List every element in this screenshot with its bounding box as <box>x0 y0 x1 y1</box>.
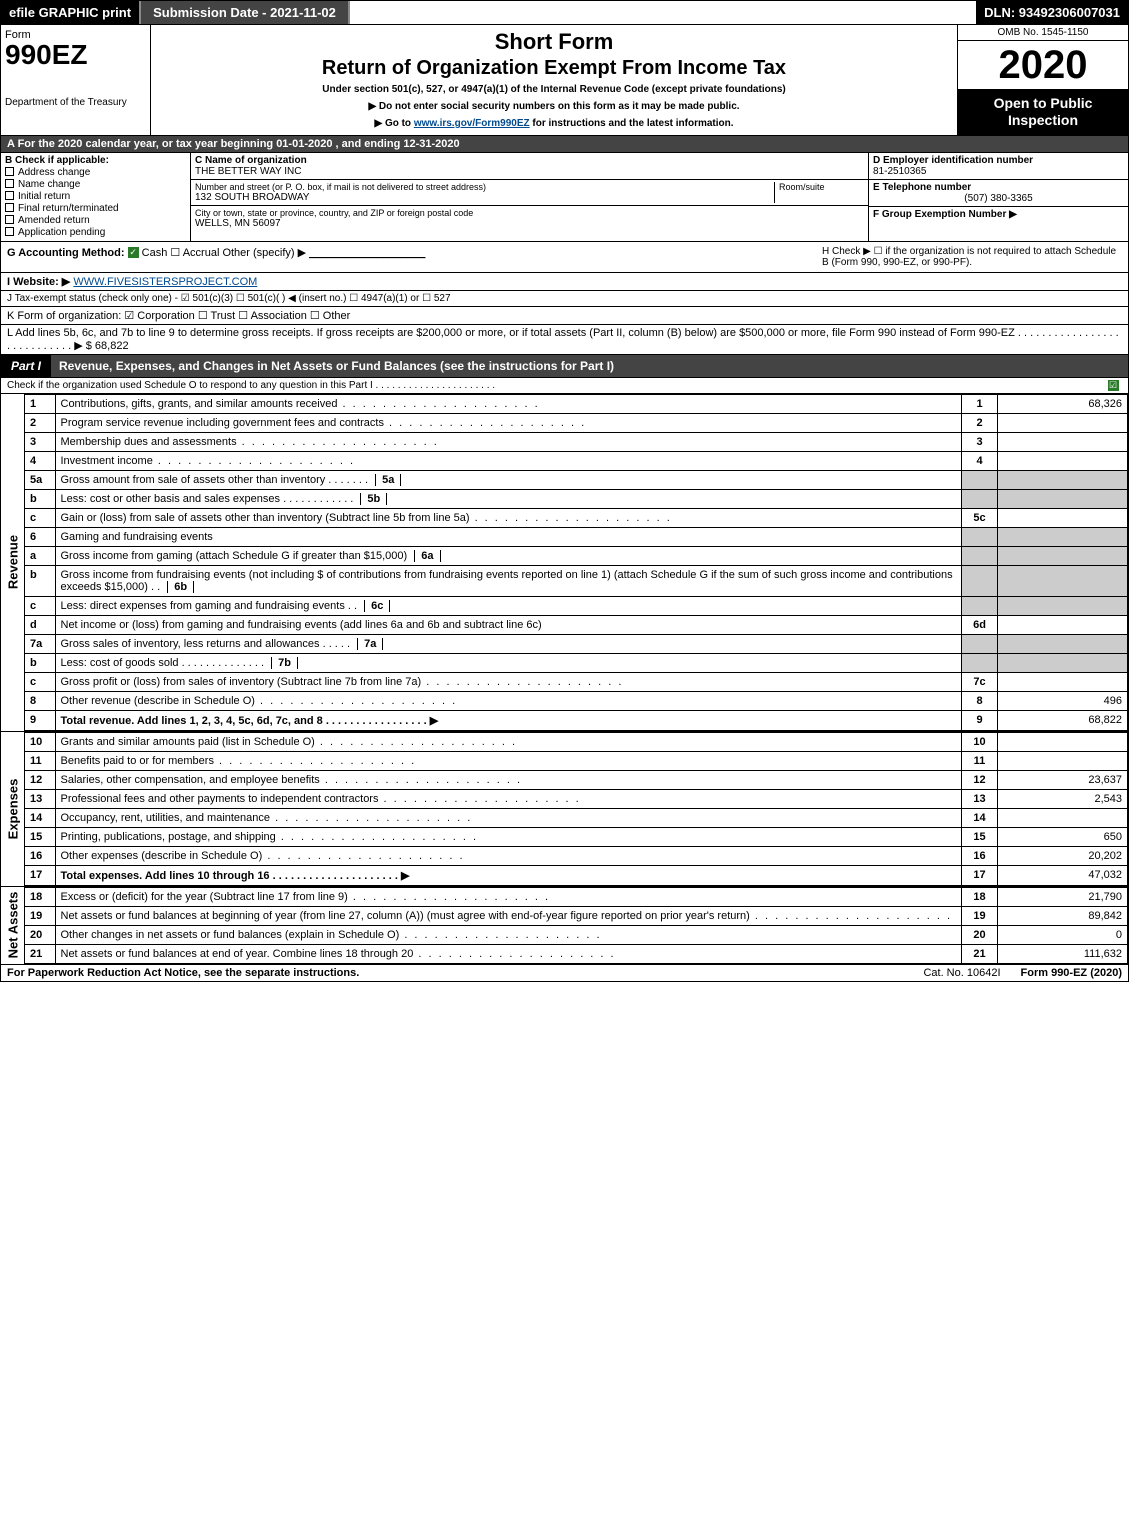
net-assets-label: Net Assets <box>5 892 20 959</box>
line-6: 6Gaming and fundraising events <box>25 527 1128 546</box>
dln-label: DLN: 93492306007031 <box>976 1 1128 24</box>
d-label: D Employer identification number <box>873 155 1124 166</box>
line-3: 3Membership dues and assessments3 <box>25 432 1128 451</box>
line-17: 17Total expenses. Add lines 10 through 1… <box>25 865 1128 885</box>
part1-header: Part I Revenue, Expenses, and Changes in… <box>0 355 1129 378</box>
line-13: 13Professional fees and other payments t… <box>25 789 1128 808</box>
i-row: I Website: ▶ WWW.FIVESISTERSPROJECT.COM <box>0 273 1129 291</box>
chk-name-change[interactable]: Name change <box>5 179 186 190</box>
line-19: 19Net assets or fund balances at beginni… <box>25 906 1128 925</box>
j-row: J Tax-exempt status (check only one) - ☑… <box>0 291 1129 307</box>
website-link[interactable]: WWW.FIVESISTERSPROJECT.COM <box>73 276 257 288</box>
line-18: 18Excess or (deficit) for the year (Subt… <box>25 887 1128 906</box>
l-row: L Add lines 5b, 6c, and 7b to line 9 to … <box>0 325 1129 355</box>
goto-line: ▶ Go to www.irs.gov/Form990EZ for instru… <box>155 118 953 129</box>
g-h-section: G Accounting Method: ✓ Cash ☐ Accrual Ot… <box>0 242 1129 273</box>
org-name: THE BETTER WAY INC <box>195 166 864 177</box>
expenses-label: Expenses <box>5 778 20 839</box>
line-16: 16Other expenses (describe in Schedule O… <box>25 846 1128 865</box>
tax-year-line: A For the 2020 calendar year, or tax yea… <box>0 136 1129 153</box>
open-to-public: Open to Public Inspection <box>958 89 1128 135</box>
expenses-section: Expenses 10Grants and similar amounts pa… <box>0 732 1129 887</box>
cash-checkbox[interactable]: ✓ <box>128 247 139 258</box>
department-label: Department of the Treasury <box>5 97 146 108</box>
chk-initial-return[interactable]: Initial return <box>5 191 186 202</box>
line-5a: 5aGross amount from sale of assets other… <box>25 470 1128 489</box>
h-text: H Check ▶ ☐ if the organization is not r… <box>822 246 1122 268</box>
goto-pre: ▶ Go to <box>374 118 413 129</box>
line-21: 21Net assets or fund balances at end of … <box>25 944 1128 963</box>
i-label: I Website: ▶ <box>7 276 70 288</box>
revenue-section: Revenue 1Contributions, gifts, grants, a… <box>0 394 1129 732</box>
line-6d: dNet income or (loss) from gaming and fu… <box>25 615 1128 634</box>
irs-link[interactable]: www.irs.gov/Form990EZ <box>414 118 530 129</box>
line-8: 8Other revenue (describe in Schedule O)8… <box>25 691 1128 710</box>
form-header: Form 990EZ Department of the Treasury Sh… <box>0 25 1129 136</box>
subline: Under section 501(c), 527, or 4947(a)(1)… <box>155 84 953 95</box>
section-b: B Check if applicable: Address change Na… <box>0 153 1129 242</box>
e-label: E Telephone number <box>873 182 1124 193</box>
part1-tab: Part I <box>1 355 51 377</box>
b-title: B Check if applicable: <box>5 155 186 166</box>
g-blank: ___________________ <box>309 247 425 259</box>
chk-amended-return[interactable]: Amended return <box>5 215 186 226</box>
g-label: G Accounting Method: <box>7 247 125 259</box>
line-2: 2Program service revenue including gover… <box>25 413 1128 432</box>
ein: 81-2510365 <box>873 166 1124 177</box>
line-14: 14Occupancy, rent, utilities, and mainte… <box>25 808 1128 827</box>
k-row: K Form of organization: ☑ Corporation ☐ … <box>0 307 1129 325</box>
part1-check-text: Check if the organization used Schedule … <box>7 380 1104 391</box>
short-form-title: Short Form <box>155 29 953 55</box>
return-title: Return of Organization Exempt From Incom… <box>155 57 953 80</box>
street-address: 132 SOUTH BROADWAY <box>195 192 774 203</box>
part1-checkbox[interactable]: ☑ <box>1108 380 1119 391</box>
ssn-warning: ▶ Do not enter social security numbers o… <box>155 101 953 112</box>
goto-post: for instructions and the latest informat… <box>532 118 733 129</box>
line-15: 15Printing, publications, postage, and s… <box>25 827 1128 846</box>
tax-year: 2020 <box>958 41 1128 89</box>
submission-date: Submission Date - 2021-11-02 <box>139 1 350 24</box>
footer-catno: Cat. No. 10642I <box>903 967 1020 979</box>
line-20: 20Other changes in net assets or fund ba… <box>25 925 1128 944</box>
city-label: City or town, state or province, country… <box>195 208 864 218</box>
efile-print-label[interactable]: efile GRAPHIC print <box>1 1 139 24</box>
room-label: Room/suite <box>779 182 864 192</box>
g-opts: Cash ☐ Accrual Other (specify) ▶ <box>142 247 306 259</box>
line-5c: cGain or (loss) from sale of assets othe… <box>25 508 1128 527</box>
line-6b: bGross income from fundraising events (n… <box>25 565 1128 596</box>
f-label: F Group Exemption Number ▶ <box>873 209 1124 220</box>
line-10: 10Grants and similar amounts paid (list … <box>25 732 1128 751</box>
top-bar: efile GRAPHIC print Submission Date - 20… <box>0 0 1129 25</box>
line-6c: cLess: direct expenses from gaming and f… <box>25 596 1128 615</box>
city-state-zip: WELLS, MN 56097 <box>195 218 864 229</box>
line-4: 4Investment income4 <box>25 451 1128 470</box>
addr-label: Number and street (or P. O. box, if mail… <box>195 182 774 192</box>
line-7a: 7aGross sales of inventory, less returns… <box>25 634 1128 653</box>
c-label: C Name of organization <box>195 155 864 166</box>
line-12: 12Salaries, other compensation, and empl… <box>25 770 1128 789</box>
line-5b: bLess: cost or other basis and sales exp… <box>25 489 1128 508</box>
line-7c: cGross profit or (loss) from sales of in… <box>25 672 1128 691</box>
footer-form: Form 990-EZ (2020) <box>1021 967 1122 979</box>
footer-left: For Paperwork Reduction Act Notice, see … <box>7 967 903 979</box>
chk-application-pending[interactable]: Application pending <box>5 227 186 238</box>
net-assets-section: Net Assets 18Excess or (deficit) for the… <box>0 887 1129 965</box>
line-11: 11Benefits paid to or for members11 <box>25 751 1128 770</box>
form-number: 990EZ <box>5 41 146 69</box>
line-7b: bLess: cost of goods sold . . . . . . . … <box>25 653 1128 672</box>
part1-check-row: Check if the organization used Schedule … <box>0 378 1129 394</box>
chk-final-return[interactable]: Final return/terminated <box>5 203 186 214</box>
line-9: 9Total revenue. Add lines 1, 2, 3, 4, 5c… <box>25 710 1128 730</box>
omb-number: OMB No. 1545-1150 <box>958 25 1128 41</box>
page-footer: For Paperwork Reduction Act Notice, see … <box>0 965 1129 982</box>
chk-address-change[interactable]: Address change <box>5 167 186 178</box>
line-1: 1Contributions, gifts, grants, and simil… <box>25 394 1128 413</box>
line-6a: aGross income from gaming (attach Schedu… <box>25 546 1128 565</box>
revenue-label: Revenue <box>5 535 20 589</box>
part1-desc: Revenue, Expenses, and Changes in Net As… <box>51 355 1128 377</box>
telephone: (507) 380-3365 <box>873 193 1124 204</box>
